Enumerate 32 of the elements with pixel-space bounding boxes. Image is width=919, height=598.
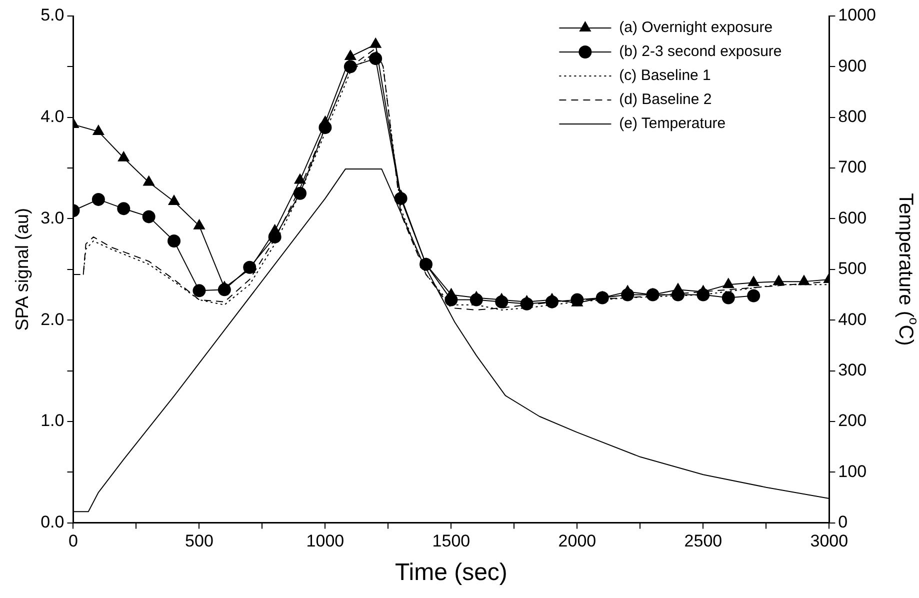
y2-tick-label: 100: [838, 462, 867, 481]
legend-label: (a) Overnight exposure: [619, 19, 773, 36]
x-tick-label: 2000: [558, 532, 596, 551]
y2-tick-label: 1000: [838, 6, 876, 25]
y-tick-label: 3.0: [40, 208, 64, 228]
x-tick-label: 1000: [306, 532, 344, 551]
y-tick-label: 1.0: [40, 411, 64, 430]
y-tick-label: 4.0: [40, 107, 64, 126]
x-tick-label: 1500: [432, 532, 470, 551]
y2-tick-label: 600: [838, 208, 867, 228]
x-axis-title: Time (sec): [394, 559, 508, 586]
y2-tick-label: 700: [838, 158, 867, 177]
legend-label: (c) Baseline 1: [619, 67, 711, 84]
y2-tick-label: 900: [838, 56, 867, 76]
y2-tick-label: 800: [838, 107, 867, 126]
y-tick-label: 5.0: [40, 6, 64, 25]
x-tick-label: 0: [68, 532, 78, 551]
legend-label: (e) Temperature: [619, 115, 726, 132]
y2-axis-title: Temperature (oC): [894, 192, 919, 346]
legend-label: (b) 2-3 second exposure: [619, 43, 782, 60]
y-axis-title: SPA signal (au): [12, 208, 32, 331]
legend-label: (d) Baseline 2: [619, 91, 712, 108]
x-tick-label: 500: [185, 532, 214, 551]
y2-tick-label: 300: [838, 360, 867, 380]
y2-tick-label: 200: [838, 411, 867, 430]
y-tick-label: 0.0: [40, 512, 64, 532]
y2-tick-label: 400: [838, 310, 867, 329]
x-tick-label: 2500: [684, 532, 722, 551]
y-tick-label: 2.0: [40, 310, 64, 329]
x-tick-label: 3000: [810, 532, 848, 551]
y2-tick-label: 0: [838, 512, 848, 532]
y2-tick-label: 500: [838, 259, 867, 278]
